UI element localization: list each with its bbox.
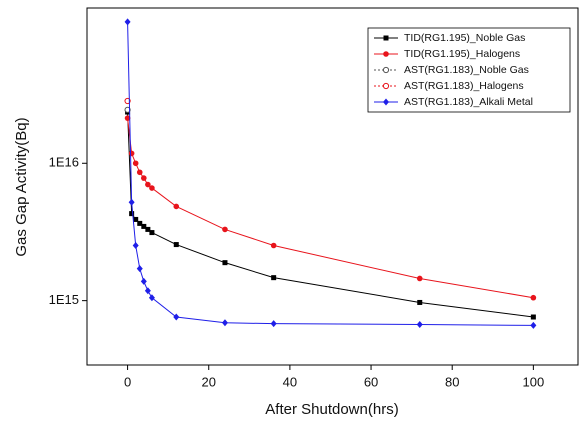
marker [124,115,131,121]
plot-frame [86,7,579,366]
marker [383,98,389,106]
marker [530,314,536,320]
marker [145,181,151,188]
marker [145,226,151,232]
x-tick-label: 60 [364,374,378,389]
marker [416,275,423,282]
x-tick-label: 80 [445,374,459,389]
legend-label: AST(RG1.183)_Noble Gas [404,64,529,76]
legend-label: TID(RG1.195)_Noble Gas [404,32,525,44]
legend-label: AST(RG1.183)_Halogens [404,80,524,92]
marker [222,226,228,233]
x-tick-label: 40 [283,374,297,389]
marker [270,242,277,249]
marker [141,175,147,181]
marker [530,321,537,329]
marker [129,211,135,217]
marker [136,265,143,273]
x-tick-label: 20 [202,374,216,389]
marker [221,319,228,327]
marker [144,287,151,295]
marker [136,169,143,176]
marker [222,260,228,266]
marker [128,150,135,157]
marker [416,321,423,329]
series-line [127,118,534,299]
marker [132,242,139,250]
marker [383,51,389,57]
marker [124,106,131,113]
x-tick-label: 100 [523,374,545,389]
marker [149,230,155,236]
marker [128,198,135,206]
marker [271,275,277,281]
marker [148,294,155,302]
marker [530,294,537,301]
marker [382,66,390,74]
marker [382,82,390,90]
x-axis-title: After Shutdown(hrs) [265,401,398,418]
x-tick-label: 0 [124,374,131,389]
marker [141,223,147,229]
legend-label: TID(RG1.195)_Halogens [404,48,520,60]
y-tick-label: 1E16 [49,155,79,170]
marker [124,18,131,26]
series-line [127,112,534,318]
marker [132,160,139,167]
legend-box [367,27,571,113]
marker [140,277,147,285]
series-line [127,21,534,326]
legend-label: AST(RG1.183)_Alkali Metal [404,96,533,108]
marker [417,299,423,305]
marker [383,35,389,41]
marker [173,313,180,321]
marker [173,203,180,210]
marker [173,242,179,248]
marker [270,320,277,328]
marker [149,185,155,191]
marker [137,220,143,226]
y-tick-label: 1E15 [49,292,79,307]
marker [133,216,139,222]
legend: TID(RG1.195)_Noble Gas TID(RG1.195)_Halog… [367,27,571,113]
y-axis-title: Gas Gap Activity(Bq) [13,117,30,256]
